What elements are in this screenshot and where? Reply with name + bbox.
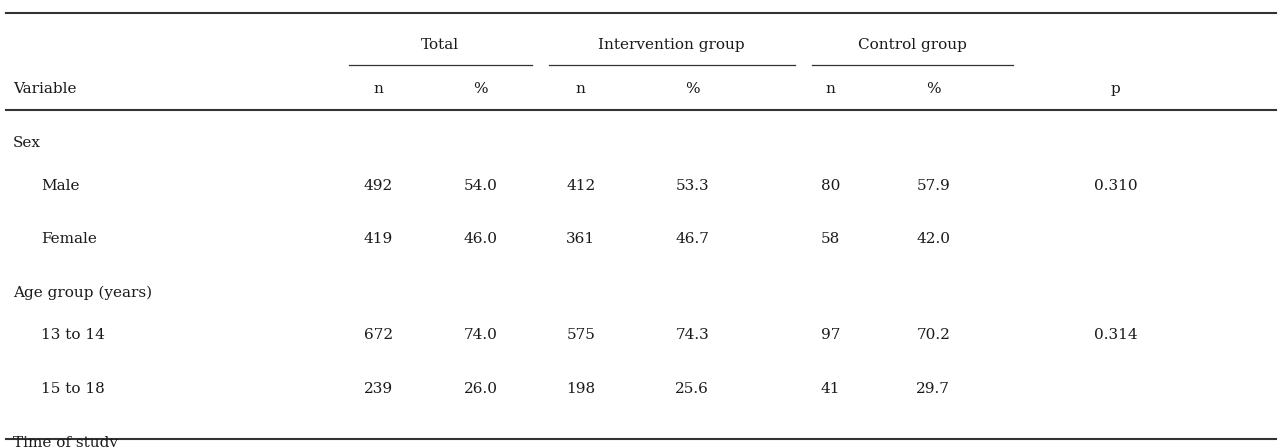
- Text: 198: 198: [567, 382, 595, 396]
- Text: 13 to 14: 13 to 14: [41, 328, 105, 342]
- Text: 57.9: 57.9: [917, 178, 950, 193]
- Text: n: n: [373, 82, 383, 97]
- Text: 412: 412: [567, 178, 595, 193]
- Text: 74.0: 74.0: [464, 328, 497, 342]
- Text: 42.0: 42.0: [917, 232, 950, 246]
- Text: 58: 58: [820, 232, 841, 246]
- Text: 672: 672: [364, 328, 392, 342]
- Text: Total: Total: [422, 38, 459, 52]
- Text: 46.0: 46.0: [464, 232, 497, 246]
- Text: 575: 575: [567, 328, 595, 342]
- Text: Intervention group: Intervention group: [599, 38, 745, 52]
- Text: %: %: [473, 82, 488, 97]
- Text: Age group (years): Age group (years): [13, 286, 153, 300]
- Text: 25.6: 25.6: [676, 382, 709, 396]
- Text: 54.0: 54.0: [464, 178, 497, 193]
- Text: 80: 80: [820, 178, 841, 193]
- Text: n: n: [576, 82, 586, 97]
- Text: 70.2: 70.2: [917, 328, 950, 342]
- Text: Variable: Variable: [13, 82, 77, 97]
- Text: 26.0: 26.0: [464, 382, 497, 396]
- Text: 41: 41: [820, 382, 841, 396]
- Text: %: %: [685, 82, 700, 97]
- Text: 97: 97: [820, 328, 841, 342]
- Text: 15 to 18: 15 to 18: [41, 382, 105, 396]
- Text: n: n: [826, 82, 836, 97]
- Text: 29.7: 29.7: [917, 382, 950, 396]
- Text: 492: 492: [364, 178, 392, 193]
- Text: p: p: [1110, 82, 1120, 97]
- Text: 239: 239: [364, 382, 392, 396]
- Text: Male: Male: [41, 178, 79, 193]
- Text: 53.3: 53.3: [676, 178, 709, 193]
- Text: 0.314: 0.314: [1094, 328, 1137, 342]
- Text: Sex: Sex: [13, 136, 41, 150]
- Text: Time of study: Time of study: [13, 435, 118, 447]
- Text: 419: 419: [364, 232, 392, 246]
- Text: Female: Female: [41, 232, 97, 246]
- Text: %: %: [926, 82, 941, 97]
- Text: 361: 361: [567, 232, 595, 246]
- Text: Control group: Control group: [858, 38, 967, 52]
- Text: 46.7: 46.7: [676, 232, 709, 246]
- Text: 0.310: 0.310: [1094, 178, 1137, 193]
- Text: 74.3: 74.3: [676, 328, 709, 342]
